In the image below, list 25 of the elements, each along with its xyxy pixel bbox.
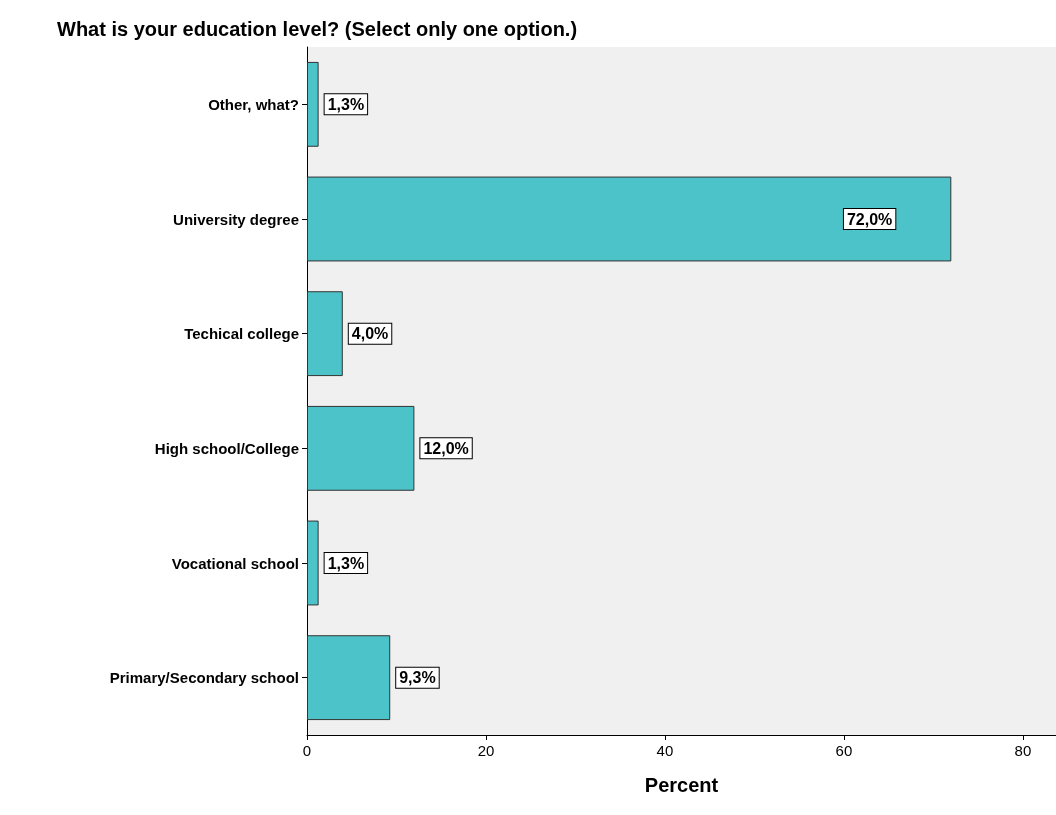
- data-label: 72,0%: [846, 210, 893, 228]
- bar: [307, 405, 415, 491]
- bar: [307, 61, 319, 147]
- y-tick-label: University degree: [173, 210, 299, 228]
- x-tick-label: 40: [656, 742, 674, 759]
- y-tick-label: Primary/Secondary school: [109, 669, 299, 687]
- data-label: 1,3%: [327, 554, 365, 572]
- x-tick-label: 80: [1014, 742, 1032, 759]
- y-tick-label: Other, what?: [208, 95, 299, 113]
- x-tick-label: 20: [477, 742, 495, 759]
- y-tick-label: Vocational school: [171, 554, 299, 572]
- data-label: 9,3%: [399, 669, 436, 687]
- data-label: 12,0%: [423, 439, 469, 457]
- bar: [307, 635, 391, 721]
- bar: [307, 176, 952, 262]
- bar: [307, 291, 343, 377]
- x-axis-title: Percent: [644, 774, 719, 796]
- data-label: 1,3%: [327, 95, 365, 113]
- chart-title: What is your education level? (Select only one option.): [57, 18, 578, 40]
- y-tick-label: Techical college: [184, 325, 299, 343]
- bar: [307, 520, 319, 606]
- x-tick-label: 0: [302, 742, 312, 759]
- data-label: 4,0%: [351, 325, 389, 343]
- y-tick-label: High school/College: [154, 439, 299, 457]
- x-tick-label: 60: [835, 742, 853, 759]
